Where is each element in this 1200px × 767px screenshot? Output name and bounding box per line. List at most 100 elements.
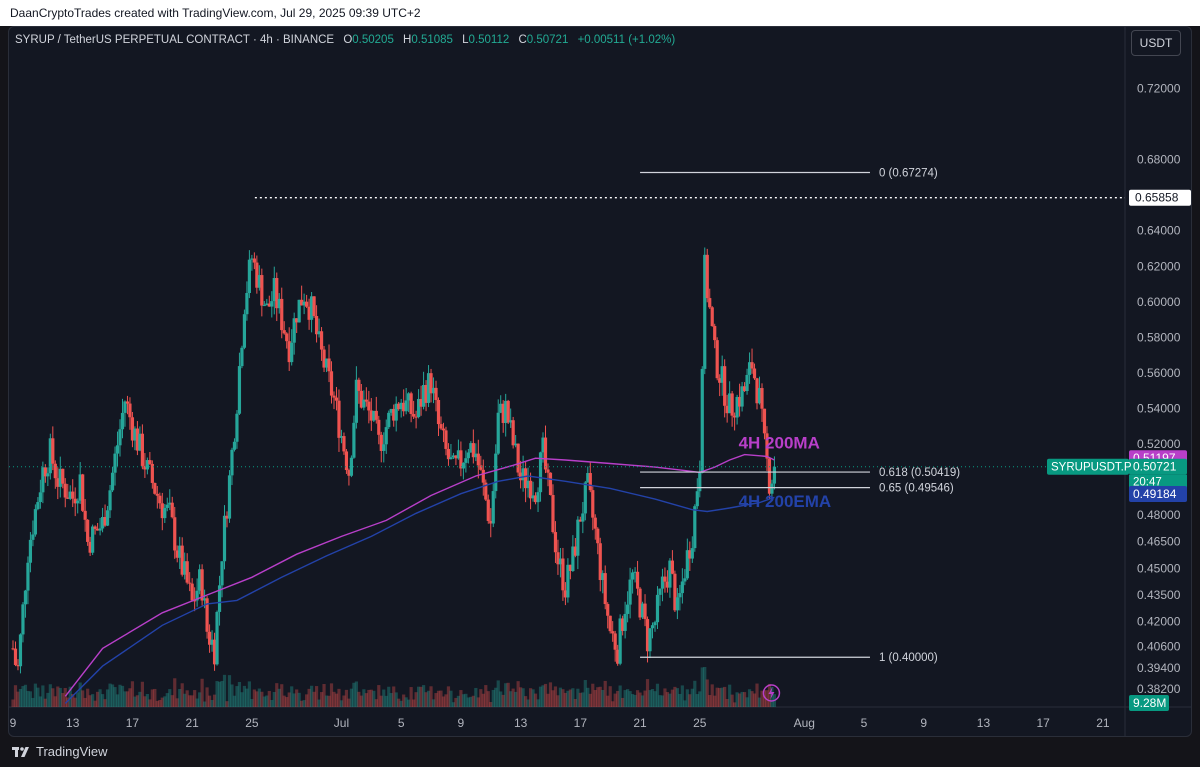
candle-body bbox=[521, 468, 525, 481]
price-chart[interactable]: 0.72000 0.68000 0.64000 0.62000 0.60000 0.580… bbox=[9, 27, 1192, 737]
change-value: +0.00511 (+1.02%) bbox=[577, 34, 676, 46]
volume-bar bbox=[203, 701, 207, 707]
volume-bar bbox=[235, 686, 239, 707]
time-tick-label: 17 bbox=[126, 716, 140, 730]
candle-body bbox=[616, 649, 620, 664]
candle-body bbox=[568, 564, 572, 571]
volume-bar bbox=[700, 667, 704, 707]
indicator-annotation: 4H 200MA bbox=[739, 433, 820, 452]
volume-bar bbox=[133, 696, 137, 707]
volume-bar bbox=[531, 689, 535, 707]
volume-bar bbox=[364, 693, 368, 707]
candle-body bbox=[359, 390, 363, 408]
candle-body bbox=[265, 303, 269, 306]
candle-body bbox=[312, 296, 316, 316]
time-tick-label: 25 bbox=[693, 716, 707, 730]
candle-body bbox=[46, 473, 50, 477]
candle-body bbox=[354, 379, 358, 423]
candle-body bbox=[364, 399, 368, 402]
volume-bar bbox=[434, 693, 438, 707]
volume-bar bbox=[576, 688, 580, 707]
volume-bar bbox=[650, 688, 655, 707]
candle-body bbox=[551, 494, 555, 533]
candle-body bbox=[655, 594, 660, 623]
volume-bar bbox=[337, 688, 341, 707]
candle-body bbox=[606, 604, 610, 616]
volume-bar bbox=[466, 697, 470, 707]
volume-bar bbox=[464, 693, 468, 707]
time-tick-label: 5 bbox=[861, 716, 868, 730]
candle-body bbox=[683, 578, 687, 582]
volume-bar bbox=[723, 686, 727, 707]
volume-bar bbox=[307, 688, 311, 707]
candle-body bbox=[439, 424, 443, 429]
candle-body bbox=[250, 258, 254, 260]
time-tick-label: Aug bbox=[794, 716, 815, 730]
candle-body bbox=[720, 366, 724, 383]
volume-bar bbox=[596, 687, 600, 707]
volume-bar bbox=[36, 687, 40, 707]
candle-body bbox=[608, 615, 612, 632]
candle-body bbox=[245, 292, 249, 315]
tradingview-logo[interactable]: TradingView bbox=[12, 744, 108, 759]
volume-bar bbox=[295, 689, 299, 707]
candle-body bbox=[653, 622, 657, 626]
volume-bar bbox=[71, 694, 75, 707]
candle-body bbox=[16, 664, 20, 667]
candle-body bbox=[143, 465, 147, 470]
volume-bar bbox=[275, 683, 279, 707]
volume-bar bbox=[91, 694, 95, 707]
volume-bar bbox=[439, 690, 443, 707]
time-tick-label: 9 bbox=[10, 716, 17, 730]
price-tick-label: 0.68000 bbox=[1137, 153, 1181, 167]
volume-bar bbox=[633, 694, 637, 707]
volume-bar bbox=[424, 692, 428, 707]
candle-body bbox=[528, 480, 533, 499]
volume-bar bbox=[260, 691, 264, 707]
volume-bar bbox=[533, 693, 538, 707]
volume-bar bbox=[486, 691, 490, 707]
volume-bar bbox=[538, 686, 543, 707]
candle-body bbox=[479, 465, 483, 470]
volume-bar bbox=[591, 683, 595, 707]
price-tick-label: 0.60000 bbox=[1137, 295, 1181, 309]
price-tick-label: 0.64000 bbox=[1137, 224, 1181, 238]
candle-body bbox=[178, 545, 182, 558]
volume-bar bbox=[200, 678, 204, 707]
candle-body bbox=[591, 490, 595, 518]
volume-bar bbox=[222, 674, 227, 707]
volume-bar bbox=[280, 684, 284, 707]
volume-bar bbox=[416, 686, 421, 707]
candle-body bbox=[88, 541, 92, 553]
volume-bar bbox=[752, 693, 757, 707]
volume-bar bbox=[160, 697, 164, 707]
volume-bar bbox=[606, 695, 610, 707]
volume-bar bbox=[616, 690, 620, 707]
candle-body bbox=[733, 415, 737, 418]
candle-body bbox=[471, 443, 475, 458]
currency-button[interactable]: USDT bbox=[1131, 30, 1181, 56]
lightning-icon[interactable] bbox=[762, 684, 781, 702]
volume-bar bbox=[521, 688, 525, 707]
candle-body bbox=[207, 631, 212, 645]
candle-body bbox=[563, 590, 568, 598]
candle-body bbox=[175, 550, 179, 558]
price-tick-label: 0.62000 bbox=[1137, 259, 1181, 273]
volume-bar bbox=[626, 689, 630, 707]
countdown-badge bbox=[1129, 474, 1187, 489]
candle-body bbox=[496, 412, 500, 454]
candle-body bbox=[31, 534, 35, 540]
candle-body bbox=[561, 558, 565, 591]
volume-bar bbox=[175, 698, 179, 707]
symbol-badge bbox=[1047, 458, 1129, 475]
candle-body bbox=[344, 451, 349, 471]
candle-body bbox=[135, 428, 140, 451]
volume-bar bbox=[456, 695, 461, 707]
candle-body bbox=[203, 598, 207, 601]
candle-body bbox=[13, 648, 18, 665]
tradingview-brand: TradingView bbox=[36, 744, 108, 759]
candle-body bbox=[130, 417, 135, 441]
candle-body bbox=[235, 413, 239, 442]
candle-body bbox=[626, 604, 630, 614]
volume-bar bbox=[120, 685, 125, 707]
